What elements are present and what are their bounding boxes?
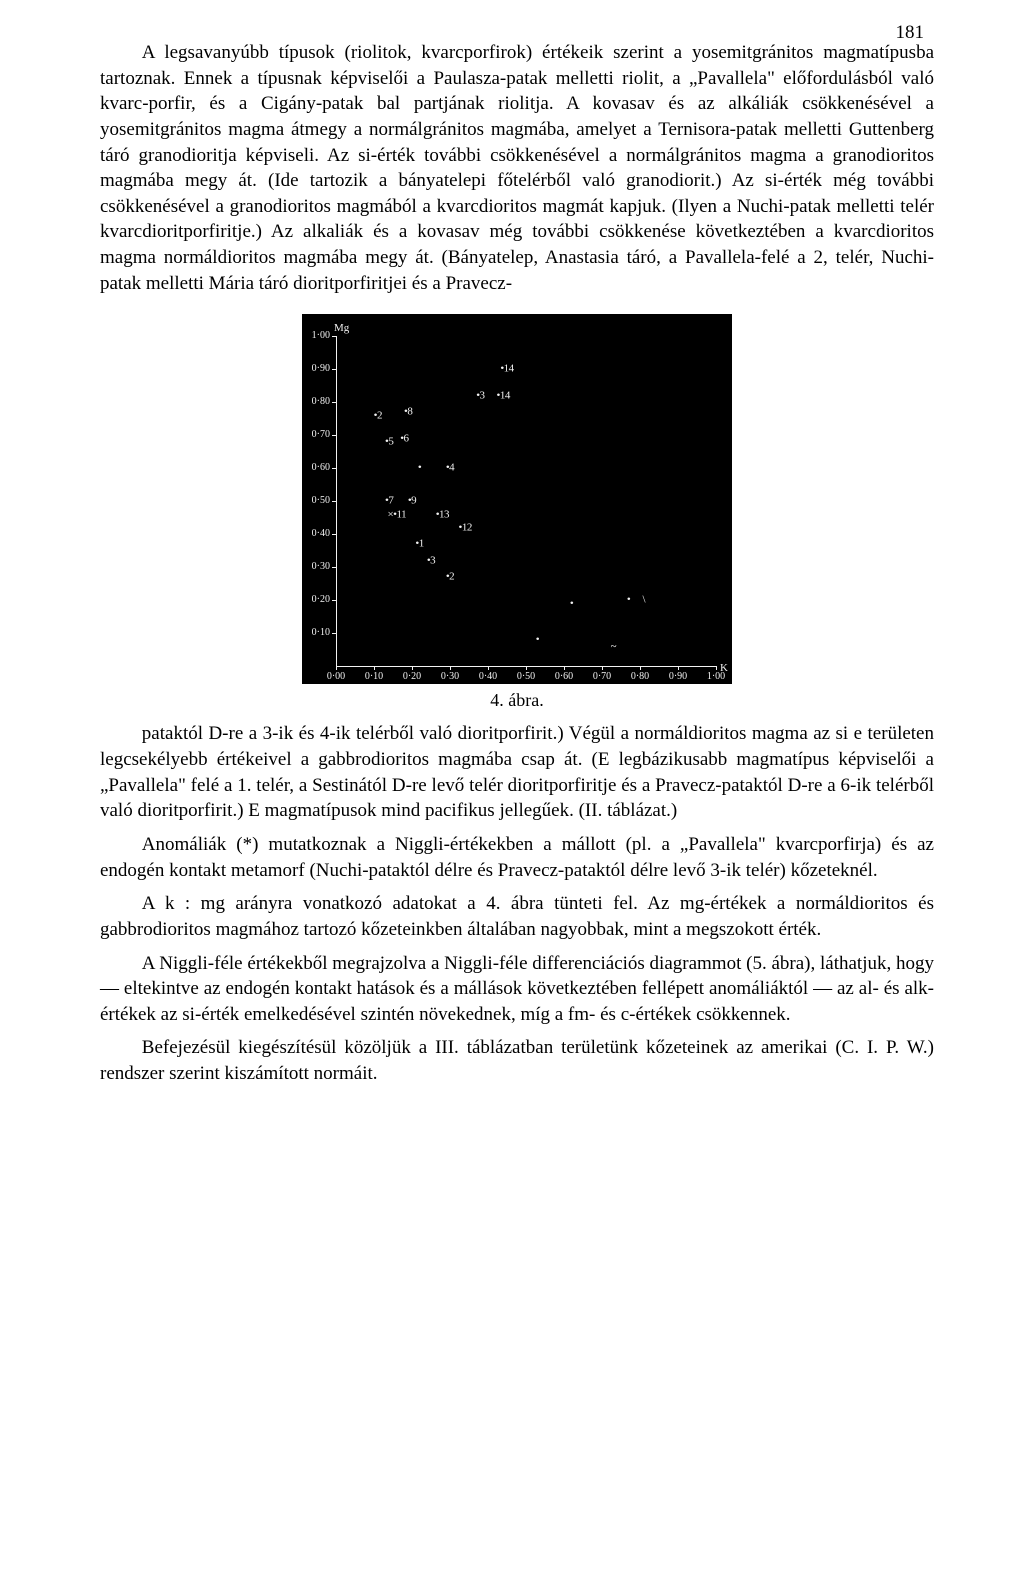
y-axis-label: Mg	[334, 322, 349, 334]
figure-caption: 4. ábra.	[490, 690, 543, 711]
y-tick-label: 1·00	[308, 330, 330, 341]
x-tick	[640, 666, 641, 670]
y-tick-label: 0·80	[308, 396, 330, 407]
y-tick-label: 0·60	[308, 462, 330, 473]
y-tick	[332, 567, 336, 568]
data-point: \	[643, 595, 646, 606]
data-point: •2	[446, 572, 454, 583]
paragraph-3: Anomáliák (*) mutatkoznak a Niggli-érték…	[100, 832, 934, 883]
paragraph-5: A Niggli-féle értékekből megrajzolva a N…	[100, 951, 934, 1028]
data-point: •5	[385, 437, 393, 448]
y-tick-label: 0·10	[308, 627, 330, 638]
x-tick	[564, 666, 565, 670]
data-point: •6	[400, 433, 408, 444]
data-point: •1	[415, 539, 423, 550]
data-point: •4	[446, 463, 454, 474]
y-tick-label: 0·20	[308, 594, 330, 605]
y-tick	[332, 336, 336, 337]
x-tick	[374, 666, 375, 670]
x-tick	[412, 666, 413, 670]
x-tick	[488, 666, 489, 670]
x-tick	[336, 666, 337, 670]
figure-4: Mg 0·10 0·20 0·30 0·40 0·50 0·60 0·70 0·80 0·90 1·…	[100, 314, 934, 711]
data-point: ×•11	[387, 509, 406, 520]
y-tick	[332, 435, 336, 436]
paragraph-6: Befejezésül kiegészítésül közöljük a III…	[100, 1035, 934, 1086]
y-tick-label: 0·70	[308, 429, 330, 440]
x-tick-label: 0·70	[593, 671, 611, 682]
y-axis-line	[336, 336, 337, 666]
data-point: •	[536, 635, 539, 646]
y-tick	[332, 501, 336, 502]
x-tick-label: 0·80	[631, 671, 649, 682]
y-tick	[332, 369, 336, 370]
x-tick	[450, 666, 451, 670]
x-tick	[526, 666, 527, 670]
y-tick	[332, 534, 336, 535]
y-tick-label: 0·40	[308, 528, 330, 539]
data-point: •14	[500, 364, 513, 375]
y-tick	[332, 600, 336, 601]
y-tick	[332, 402, 336, 403]
x-tick	[678, 666, 679, 670]
data-point: •9	[408, 496, 416, 507]
x-tick-label: 0·90	[669, 671, 687, 682]
page-number: 181	[896, 22, 925, 44]
x-tick-label: 0·20	[403, 671, 421, 682]
x-axis-label: K	[720, 662, 728, 674]
page: 181 A legsavanyúbb típusok (riolitok, kv…	[0, 0, 1024, 1582]
data-point: •3	[476, 390, 484, 401]
x-tick-label: 0·50	[517, 671, 535, 682]
x-tick-label: 0·10	[365, 671, 383, 682]
y-tick	[332, 468, 336, 469]
x-tick-label: 0·40	[479, 671, 497, 682]
x-tick-label: 0·00	[327, 671, 345, 682]
data-point: •13	[436, 509, 449, 520]
y-tick	[332, 633, 336, 634]
paragraph-2: pataktól D-re a 3-ik és 4-ik telérből va…	[100, 721, 934, 824]
paragraph-4: A k : mg arányra vonatkozó adatokat a 4.…	[100, 891, 934, 942]
x-tick	[602, 666, 603, 670]
data-point: •	[570, 598, 573, 609]
data-point: •	[418, 463, 421, 474]
y-tick-label: 0·90	[308, 363, 330, 374]
data-point: ~	[611, 641, 616, 652]
x-tick-label: 0·60	[555, 671, 573, 682]
data-point: •12	[459, 522, 472, 533]
data-point: •7	[385, 496, 393, 507]
x-tick	[716, 666, 717, 670]
data-point: •	[627, 595, 630, 606]
paragraph-1: A legsavanyúbb típusok (riolitok, kvarcp…	[100, 40, 934, 296]
data-point: •14	[497, 390, 510, 401]
y-tick-label: 0·30	[308, 561, 330, 572]
scatter-chart: Mg 0·10 0·20 0·30 0·40 0·50 0·60 0·70 0·80 0·90 1·…	[302, 314, 732, 684]
data-point: •2	[374, 410, 382, 421]
x-tick-label: 0·30	[441, 671, 459, 682]
data-point: •8	[404, 407, 412, 418]
data-point: •3	[427, 555, 435, 566]
y-tick-label: 0·50	[308, 495, 330, 506]
